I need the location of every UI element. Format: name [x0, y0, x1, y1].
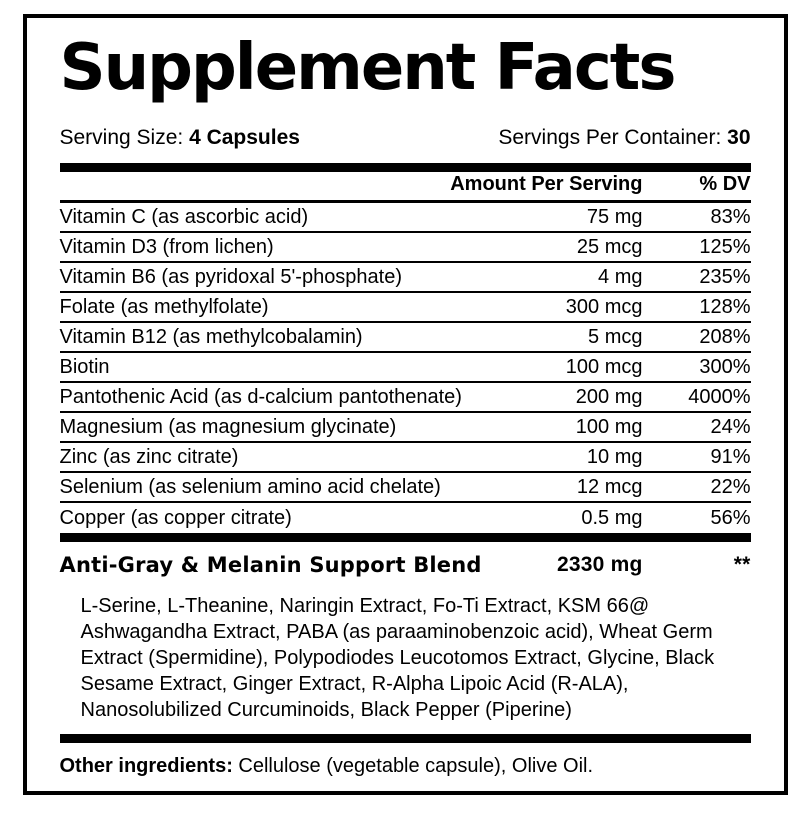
nutrient-name: Vitamin B6 (as pyridoxal 5'-phosphate)	[59, 265, 403, 288]
divider-thick-top	[59, 163, 751, 172]
nutrient-name: Vitamin D3 (from lichen)	[59, 235, 274, 258]
table-row: Copper (as copper citrate) 0.5 mg 56%	[60, 503, 751, 533]
servings-per-container-label: Servings Per Container:	[498, 126, 728, 149]
nutrient-dv: 300%	[699, 355, 751, 378]
serving-size-label: Serving Size:	[59, 126, 190, 149]
amount-header: Amount Per Serving	[450, 173, 643, 195]
nutrient-name: Pantothenic Acid (as d-calcium pantothen…	[59, 385, 462, 408]
table-row: Vitamin C (as ascorbic acid) 75 mg 83%	[59, 203, 751, 233]
table-row: Pantothenic Acid (as d-calcium pantothen…	[59, 383, 751, 413]
other-ingredients-value: Cellulose (vegetable capsule), Olive Oil…	[238, 755, 594, 777]
nutrient-dv: 235%	[699, 265, 751, 288]
panel-title: Supplement Facts	[59, 31, 677, 105]
divider-thick-blend	[59, 533, 751, 542]
serving-info-row: Serving Size: 4 Capsules Servings Per Co…	[60, 124, 751, 152]
nutrient-name: Vitamin C (as ascorbic acid)	[59, 205, 309, 228]
table-row: Biotin 100 mcg 300%	[59, 353, 751, 383]
nutrient-amount: 300 mcg	[565, 295, 643, 318]
table-row: Vitamin B6 (as pyridoxal 5'-phosphate) 4…	[59, 263, 751, 293]
nutrient-name: Zinc (as zinc citrate)	[59, 445, 239, 468]
nutrient-amount: 10 mg	[586, 445, 643, 468]
blend-dv: **	[733, 553, 751, 576]
nutrient-dv: 24%	[710, 415, 751, 438]
nutrient-name: Folate (as methylfolate)	[59, 295, 269, 318]
table-row: Zinc (as zinc citrate) 10 mg 91%	[59, 443, 751, 473]
nutrient-dv: 91%	[710, 445, 751, 468]
blend-ingredients-text: L-Serine, L-Theanine, Naringin Extract, …	[80, 595, 715, 721]
blend-amount: 2330 mg	[557, 553, 643, 576]
serving-size: Serving Size: 4 Capsules	[60, 124, 300, 152]
nutrient-amount: 200 mg	[575, 385, 643, 408]
servings-per-container-value: 30	[727, 126, 751, 149]
nutrient-name: Selenium (as selenium amino acid chelate…	[59, 475, 441, 498]
nutrient-dv: 125%	[699, 235, 751, 258]
nutrient-amount: 25 mcg	[576, 235, 643, 258]
other-ingredients-label: Other ingredients:	[59, 755, 239, 777]
servings-per-container: Servings Per Container: 30	[498, 124, 750, 152]
supplement-facts-panel: Supplement Facts Serving Size: 4 Capsule…	[22, 14, 788, 795]
nutrient-dv: 208%	[699, 325, 751, 348]
nutrient-name: Biotin	[59, 355, 110, 378]
nutrient-dv: 128%	[699, 295, 751, 318]
table-row: Folate (as methylfolate) 300 mcg 128%	[59, 293, 751, 323]
nutrient-name: Copper (as copper citrate)	[59, 506, 292, 529]
nutrient-amount: 100 mg	[575, 415, 643, 438]
serving-size-value: 4 Capsules	[189, 126, 300, 149]
table-row: Vitamin B12 (as methylcobalamin) 5 mcg 2…	[59, 323, 751, 353]
blend-row: Anti-Gray & Melanin Support Blend 2330 m…	[60, 549, 751, 581]
table-row: Selenium (as selenium amino acid chelate…	[59, 473, 751, 503]
nutrient-amount: 12 mcg	[576, 475, 643, 498]
nutrient-dv: 4000%	[688, 385, 751, 408]
nutrient-amount: 5 mcg	[588, 325, 643, 348]
table-header-row: Amount Per Serving % DV	[59, 172, 751, 203]
nutrient-name: Magnesium (as magnesium glycinate)	[59, 415, 397, 438]
nutrient-amount: 75 mg	[586, 205, 643, 228]
nutrient-dv: 22%	[710, 475, 751, 498]
table-row: Magnesium (as magnesium glycinate) 100 m…	[59, 413, 751, 443]
table-row: Vitamin D3 (from lichen) 25 mcg 125%	[59, 233, 751, 263]
nutrient-name: Vitamin B12 (as methylcobalamin)	[59, 325, 363, 348]
nutrient-table: Vitamin C (as ascorbic acid) 75 mg 83% V…	[59, 203, 751, 533]
nutrient-amount: 4 mg	[598, 265, 643, 288]
nutrient-amount: 100 mcg	[565, 355, 643, 378]
divider-thick-bottom	[59, 734, 751, 743]
other-ingredients-row: Other ingredients: Cellulose (vegetable …	[60, 752, 751, 780]
dv-header: % DV	[699, 173, 751, 195]
nutrient-amount: 0.5 mg	[581, 506, 643, 529]
nutrient-dv: 83%	[710, 205, 751, 228]
blend-name: Anti-Gray & Melanin Support Blend	[59, 553, 482, 577]
nutrient-dv: 56%	[710, 506, 751, 529]
